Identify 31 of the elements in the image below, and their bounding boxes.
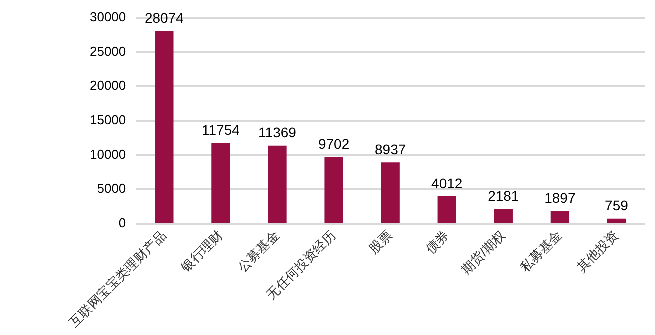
x-tick-label: 银行理财 [178, 228, 226, 276]
y-tick-label: 30000 [90, 9, 126, 24]
x-tick-label: 公募基金 [234, 228, 282, 275]
x-tick-label: 其他投资 [574, 228, 622, 275]
data-label: 759 [605, 198, 629, 214]
bar [550, 211, 570, 224]
bar [212, 143, 230, 224]
x-tick-label: 期货/期权 [458, 228, 508, 278]
bar [438, 196, 456, 224]
y-tick-label: 10000 [90, 146, 126, 162]
data-label: 4012 [432, 175, 463, 192]
x-tick-label: 债券 [422, 228, 452, 257]
y-tick-label: 5000 [97, 181, 126, 196]
y-tick-label: 25000 [90, 44, 126, 59]
y-tick-label: 15000 [90, 112, 126, 128]
x-tick-label: 股票 [366, 228, 396, 257]
bar [494, 209, 513, 224]
x-tick-label: 私募基金 [517, 228, 565, 275]
data-label: 11754 [202, 122, 240, 138]
y-tick-label: 20000 [90, 78, 126, 94]
data-label: 11369 [258, 124, 297, 141]
bar [324, 157, 344, 224]
bar [381, 162, 400, 224]
data-label: 2181 [488, 188, 520, 204]
data-label: 1897 [544, 190, 576, 206]
data-label: 8937 [374, 141, 406, 158]
bar [268, 146, 287, 224]
bar [607, 218, 626, 224]
data-label: 9702 [318, 136, 350, 152]
data-label: 28074 [144, 10, 184, 26]
bar [155, 31, 174, 224]
